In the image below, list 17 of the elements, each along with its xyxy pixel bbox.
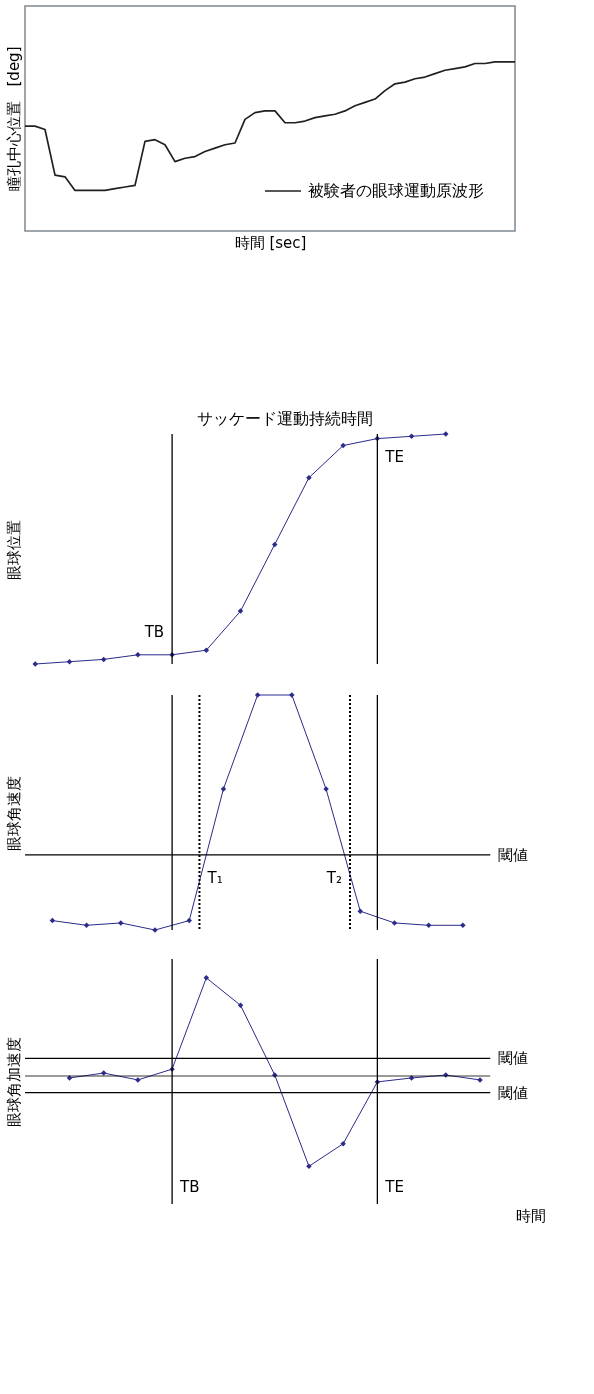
x-axis-title: 時間 [sec] xyxy=(234,233,307,252)
annotation: TE xyxy=(384,448,405,466)
y-axis-title: 眼球角速度 xyxy=(4,775,23,851)
y-axis-title: 瞳孔中心位置 [deg] xyxy=(4,46,23,192)
annotation: T₂ xyxy=(325,869,342,888)
text: TB xyxy=(179,1177,200,1196)
chart-title: サッケード運動持続時間 xyxy=(197,409,373,429)
ref-line-label: 閾値 xyxy=(498,845,529,864)
y-axis-title: 眼球位置 xyxy=(4,519,23,580)
ref-line-label: 閾値 xyxy=(498,1083,529,1102)
annotation: TB xyxy=(143,622,165,641)
annotation: T₁ xyxy=(206,869,223,888)
legend-label: 被験者の眼球運動原波形 xyxy=(308,181,484,200)
ref-line-label: 閾値 xyxy=(498,1049,529,1068)
text: TE xyxy=(384,1177,405,1196)
y-axis-title: 眼球角加速度 xyxy=(4,1037,23,1127)
x-axis-title: 時間 xyxy=(515,1206,546,1225)
